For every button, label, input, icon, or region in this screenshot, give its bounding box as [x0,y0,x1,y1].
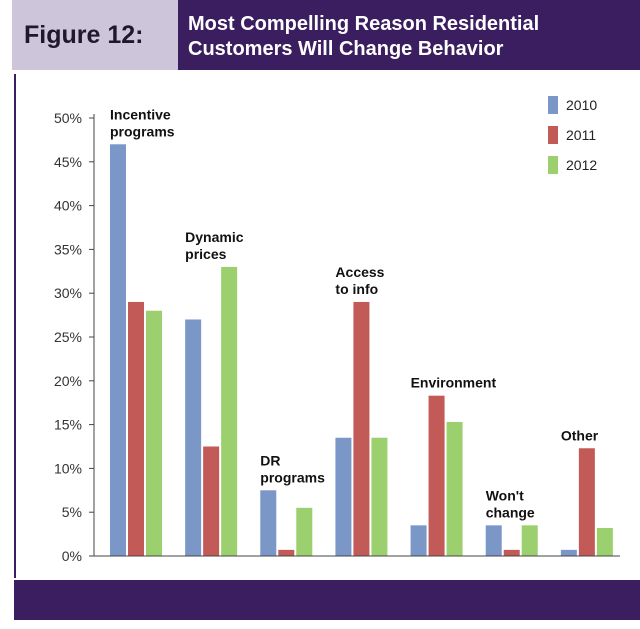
category-label: DR programs [260,452,325,485]
bar-2012 [446,421,463,556]
category-label: Access to info [335,264,384,297]
category-label-line: Environment [411,375,497,391]
bar-2011 [428,395,445,556]
y-tick-label: 25% [54,329,82,345]
bar-2012 [371,437,388,556]
bar-2011 [128,301,144,556]
category-label: Other [561,427,599,443]
legend-label: 2010 [566,97,597,113]
figure-label: Figure 12: [12,0,178,70]
bar-2010 [410,525,427,556]
category-label: Incentive programs [110,106,175,139]
y-tick-label: 5% [62,504,82,520]
legend-label: 2012 [566,157,597,173]
category-label-line: Other [561,427,599,443]
y-tick-label: 35% [54,241,82,257]
category-label-line: Dynamic [185,229,244,245]
category-label-line: DR [260,452,280,468]
bar-2011 [353,301,370,556]
bar-2010 [560,549,577,556]
bar-chart: 0% 5% 10% 15% 20% 25% 30% 35% 40% 45% 50% Incentive… [54,96,620,564]
category-label-line: Access [335,264,384,280]
bar-2011 [503,549,520,556]
category-label-line: change [486,504,535,520]
category-label-line: programs [110,123,175,139]
category-label-line: programs [260,469,325,485]
footer-bar [14,580,640,620]
chart-title: Most Compelling Reason Residential Custo… [178,0,640,70]
y-tick-label: 50% [54,110,82,126]
category-label-line: Incentive [110,106,171,122]
bar-2012 [521,525,538,556]
bar-2010 [110,144,126,556]
category-label: Environment [411,375,497,391]
category-label: Dynamic prices [185,229,244,262]
bar-2010 [485,525,502,556]
bar-2012 [221,266,238,556]
y-tick-label: 40% [54,198,82,214]
bar-2011 [278,549,295,556]
bar-2010 [185,319,202,556]
bar-2012 [596,527,613,556]
legend-swatch-2011 [548,126,558,144]
category-label-line: prices [185,246,226,262]
bar-2011 [203,446,220,556]
bar-2010 [335,437,352,556]
bar-2011 [578,448,595,556]
bar-2012 [146,310,162,556]
y-tick-label: 15% [54,417,82,433]
y-tick-label: 30% [54,285,82,301]
chart-title-line-1: Most Compelling Reason Residential [188,13,540,35]
y-tick-label: 20% [54,373,82,389]
chart-title-line-2: Customers Will Change Behavior [188,38,504,60]
y-tick-label: 0% [62,548,82,564]
bar-2010 [260,490,277,556]
y-tick-label: 45% [54,154,82,170]
bar-2012 [296,507,313,556]
left-rule [14,74,16,578]
legend-swatch-2010 [548,96,558,114]
category-label-line: to info [335,281,378,297]
category-label-line: Won't [486,487,524,503]
legend-swatch-2012 [548,156,558,174]
category-label: Won't change [486,487,535,520]
legend-label: 2011 [566,127,596,143]
y-tick-label: 10% [54,460,82,476]
